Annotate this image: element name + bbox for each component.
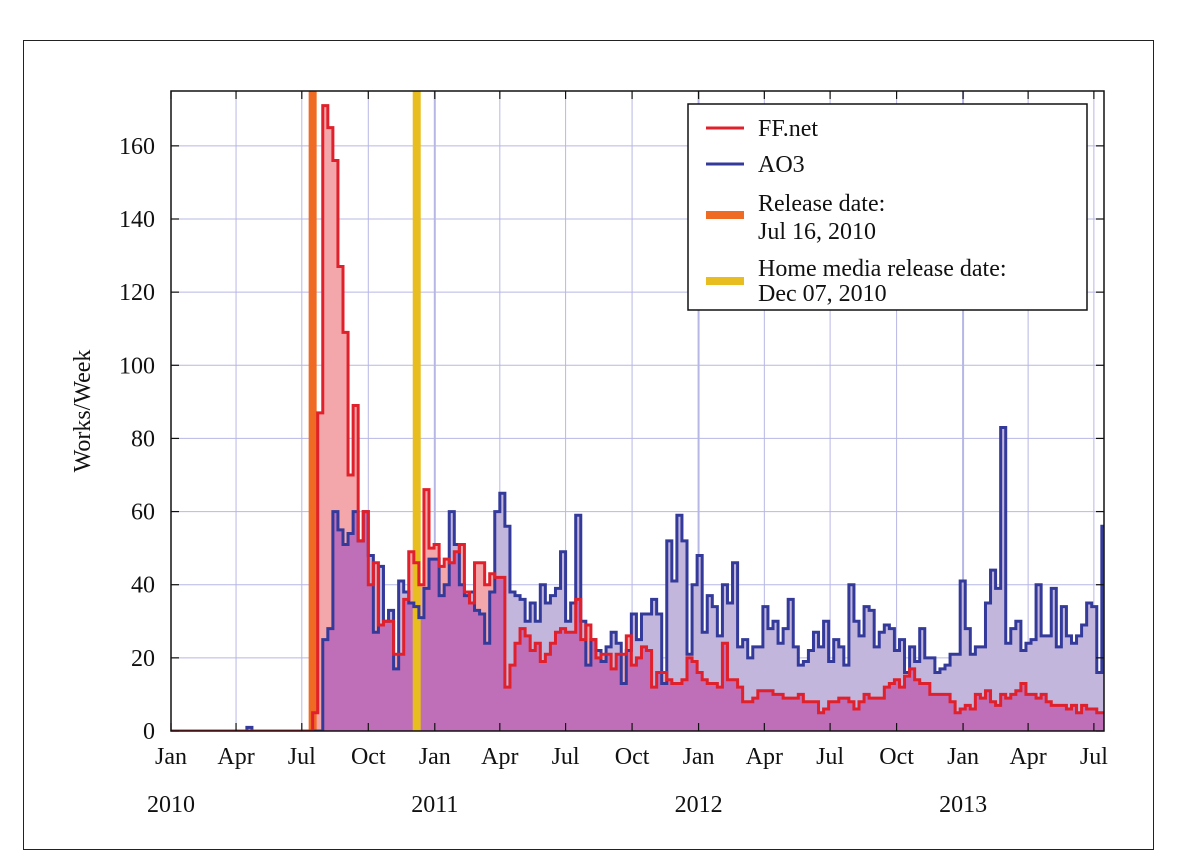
legend-box xyxy=(687,103,1088,311)
legend-label-home-release-date: Dec 07, 2010 xyxy=(758,281,887,307)
x-tick-label: Jan xyxy=(947,744,979,770)
legend: FF.net AO3 Release date: Jul 16, 2010 Ho… xyxy=(687,103,1088,311)
x-tick-label: Jan xyxy=(683,744,715,770)
x-tick-label: Jul xyxy=(552,744,580,770)
x-tick-label: Jul xyxy=(288,744,316,770)
legend-label-ao3: AO3 xyxy=(758,152,805,178)
x-tick-label: Apr xyxy=(217,744,254,770)
x-year-label: 2011 xyxy=(411,792,458,818)
y-tick-label: 20 xyxy=(131,646,155,672)
x-tick-label: Jan xyxy=(155,744,187,770)
x-tick-labels: Jan 2010 Apr Jul Oct Jan 2011 Apr Jul Oct Jan 2012 A… xyxy=(147,744,1108,818)
y-tick-label: 60 xyxy=(131,500,155,526)
axes-box xyxy=(170,90,1105,732)
ao3-line xyxy=(171,425,1104,731)
x-tick-label: Oct xyxy=(351,744,386,770)
overlap-area xyxy=(171,511,1104,731)
legend-label-ffnet: FF.net xyxy=(758,116,818,142)
legend-label-home-release: Home media release date: xyxy=(758,256,1007,282)
x-year-label: 2010 xyxy=(147,792,195,818)
plot-area xyxy=(171,91,1104,731)
axis-ticks xyxy=(170,91,1104,732)
y-tick-label: 100 xyxy=(119,353,155,379)
y-axis-label: Works/Week xyxy=(70,350,96,473)
y-tick-label: 0 xyxy=(143,719,155,745)
x-tick-label: Oct xyxy=(879,744,914,770)
x-year-label: 2012 xyxy=(675,792,723,818)
x-tick-label: Jul xyxy=(1080,744,1108,770)
y-tick-labels: 0 20 40 60 80 100 120 140 160 xyxy=(119,134,155,745)
y-tick-label: 140 xyxy=(119,207,155,233)
x-tick-label: Jul xyxy=(816,744,844,770)
y-tick-label: 160 xyxy=(119,134,155,160)
x-tick-label: Jan xyxy=(419,744,451,770)
y-tick-label: 120 xyxy=(119,280,155,306)
x-year-label: 2013 xyxy=(939,792,987,818)
y-tick-label: 40 xyxy=(131,573,155,599)
legend-label-release-date: Jul 16, 2010 xyxy=(758,219,876,245)
x-tick-label: Oct xyxy=(615,744,650,770)
x-tick-label: Apr xyxy=(1009,744,1046,770)
ffnet-line xyxy=(171,104,1104,731)
legend-label-release: Release date: xyxy=(758,191,885,217)
y-tick-label: 80 xyxy=(131,426,155,452)
x-tick-label: Apr xyxy=(481,744,518,770)
x-tick-label: Apr xyxy=(746,744,783,770)
